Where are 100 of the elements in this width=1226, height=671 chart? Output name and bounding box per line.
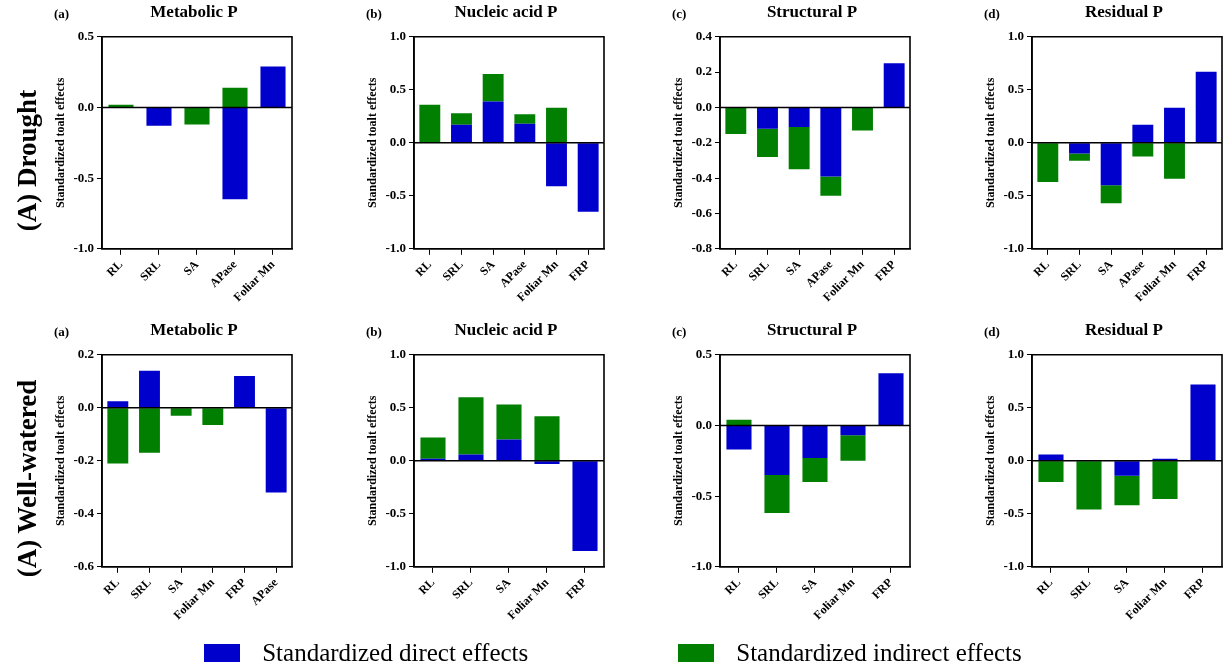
text: (c) xyxy=(672,6,687,22)
bar xyxy=(184,107,210,125)
y-tick-label: -0.6 xyxy=(691,204,713,220)
y-tick-label: 0.5 xyxy=(695,346,713,362)
bar xyxy=(1100,143,1122,186)
bar xyxy=(514,114,536,124)
y-tick-label: 1.0 xyxy=(1007,28,1024,44)
y-tick-label: 0.2 xyxy=(77,346,94,362)
y-tick-label: 0.5 xyxy=(389,399,407,415)
x-tick-label: SRL xyxy=(1066,575,1094,602)
chart-title: Nucleic acid P xyxy=(453,2,559,22)
y-tick-label: -0.5 xyxy=(73,169,95,185)
y-tick-label: 0.5 xyxy=(77,28,95,44)
legend-label: Standardized direct effects xyxy=(262,639,529,667)
y-tick-label: -0.5 xyxy=(385,505,407,521)
x-tick-label: SRL xyxy=(439,257,466,284)
bar xyxy=(840,435,866,461)
x-tick-label: RL xyxy=(100,575,123,598)
x-tick-label: SRL xyxy=(754,575,782,602)
x-tick-label: RL xyxy=(1033,575,1056,598)
bar xyxy=(514,123,536,143)
x-tick-label: SA xyxy=(1110,575,1132,597)
y-tick-label: 0.0 xyxy=(695,416,712,432)
chart-title: Structural P xyxy=(765,320,859,340)
y-tick-label: 0.4 xyxy=(695,28,713,44)
bar xyxy=(1152,461,1178,499)
y-tick-label: 0.2 xyxy=(695,63,712,79)
bar xyxy=(546,107,567,143)
bar xyxy=(878,373,904,425)
y-tick-label: 0.5 xyxy=(1007,399,1025,415)
bar xyxy=(202,408,224,426)
bar xyxy=(534,416,560,461)
x-tick-label: SRL xyxy=(1057,257,1084,284)
y-tick-label: -1.0 xyxy=(73,240,94,256)
chart-title: Nucleic acid P xyxy=(453,320,559,340)
x-tick-label: RL xyxy=(718,257,741,280)
bar xyxy=(458,397,484,455)
bar xyxy=(820,176,842,196)
bar xyxy=(139,370,160,408)
x-tick-label: SA xyxy=(476,257,498,279)
y-tick-label: 0.0 xyxy=(1007,452,1024,468)
bar xyxy=(1132,143,1154,157)
y-tick-label: 1.0 xyxy=(1007,346,1024,362)
text: (a) xyxy=(54,6,70,22)
bar xyxy=(222,107,248,200)
x-tick-label: RL xyxy=(415,575,438,598)
chart-title: Residual P xyxy=(1084,2,1164,22)
bar xyxy=(757,128,778,157)
y-tick-label: -1.0 xyxy=(385,558,406,574)
chart-title: Metabolic P xyxy=(149,2,239,22)
x-tick-label: SA xyxy=(180,257,202,279)
bar xyxy=(577,143,599,212)
x-tick-label: FRP xyxy=(222,575,249,602)
y-axis-title: Standardized toalt effects xyxy=(983,77,998,209)
chart-title: Metabolic P xyxy=(149,320,239,340)
bar xyxy=(482,101,504,143)
x-tick-label: SA xyxy=(782,257,804,279)
bar xyxy=(1114,461,1140,476)
bar xyxy=(108,104,134,107)
bar xyxy=(1037,143,1059,183)
bar xyxy=(260,66,286,107)
bar xyxy=(840,425,866,436)
x-tick-label: RL xyxy=(1030,257,1053,280)
bar xyxy=(852,107,873,131)
y-tick-label: -0.5 xyxy=(691,487,713,503)
y-tick-label: 1.0 xyxy=(389,346,406,362)
bar xyxy=(1069,153,1090,161)
text: (A) Drought xyxy=(12,89,44,231)
bar xyxy=(1114,475,1140,506)
y-axis-title: Standardized toalt effects xyxy=(983,395,998,527)
y-tick-label: -0.5 xyxy=(385,187,407,203)
text: (a) xyxy=(54,324,70,340)
bar xyxy=(1164,143,1185,179)
y-axis-title: Standardized toalt effects xyxy=(671,395,686,527)
x-tick-label: SA xyxy=(164,575,186,597)
bar xyxy=(764,474,790,514)
y-tick-label: -0.2 xyxy=(691,134,712,150)
bar xyxy=(726,419,752,425)
y-tick-label: -0.6 xyxy=(73,558,95,574)
y-tick-label: -0.8 xyxy=(691,240,713,256)
y-tick-label: 0.5 xyxy=(389,81,407,97)
bar xyxy=(170,408,192,416)
y-axis-title: Standardized toalt effects xyxy=(53,395,68,527)
bar xyxy=(757,107,778,129)
bar xyxy=(458,454,484,461)
x-tick-label: RL xyxy=(721,575,744,598)
bar xyxy=(265,408,287,493)
bar xyxy=(451,124,472,143)
bar xyxy=(1164,107,1185,143)
bar xyxy=(883,63,905,107)
bar xyxy=(820,107,842,177)
bar xyxy=(802,457,828,483)
bar xyxy=(788,107,810,127)
y-tick-label: -1.0 xyxy=(1003,558,1024,574)
text: (A) Well-watered xyxy=(12,379,44,577)
chart-title: Structural P xyxy=(765,2,859,22)
y-axis-title: Standardized toalt effects xyxy=(53,77,68,209)
bar xyxy=(1038,461,1064,483)
y-tick-label: -1.0 xyxy=(385,240,406,256)
bar xyxy=(496,404,522,440)
